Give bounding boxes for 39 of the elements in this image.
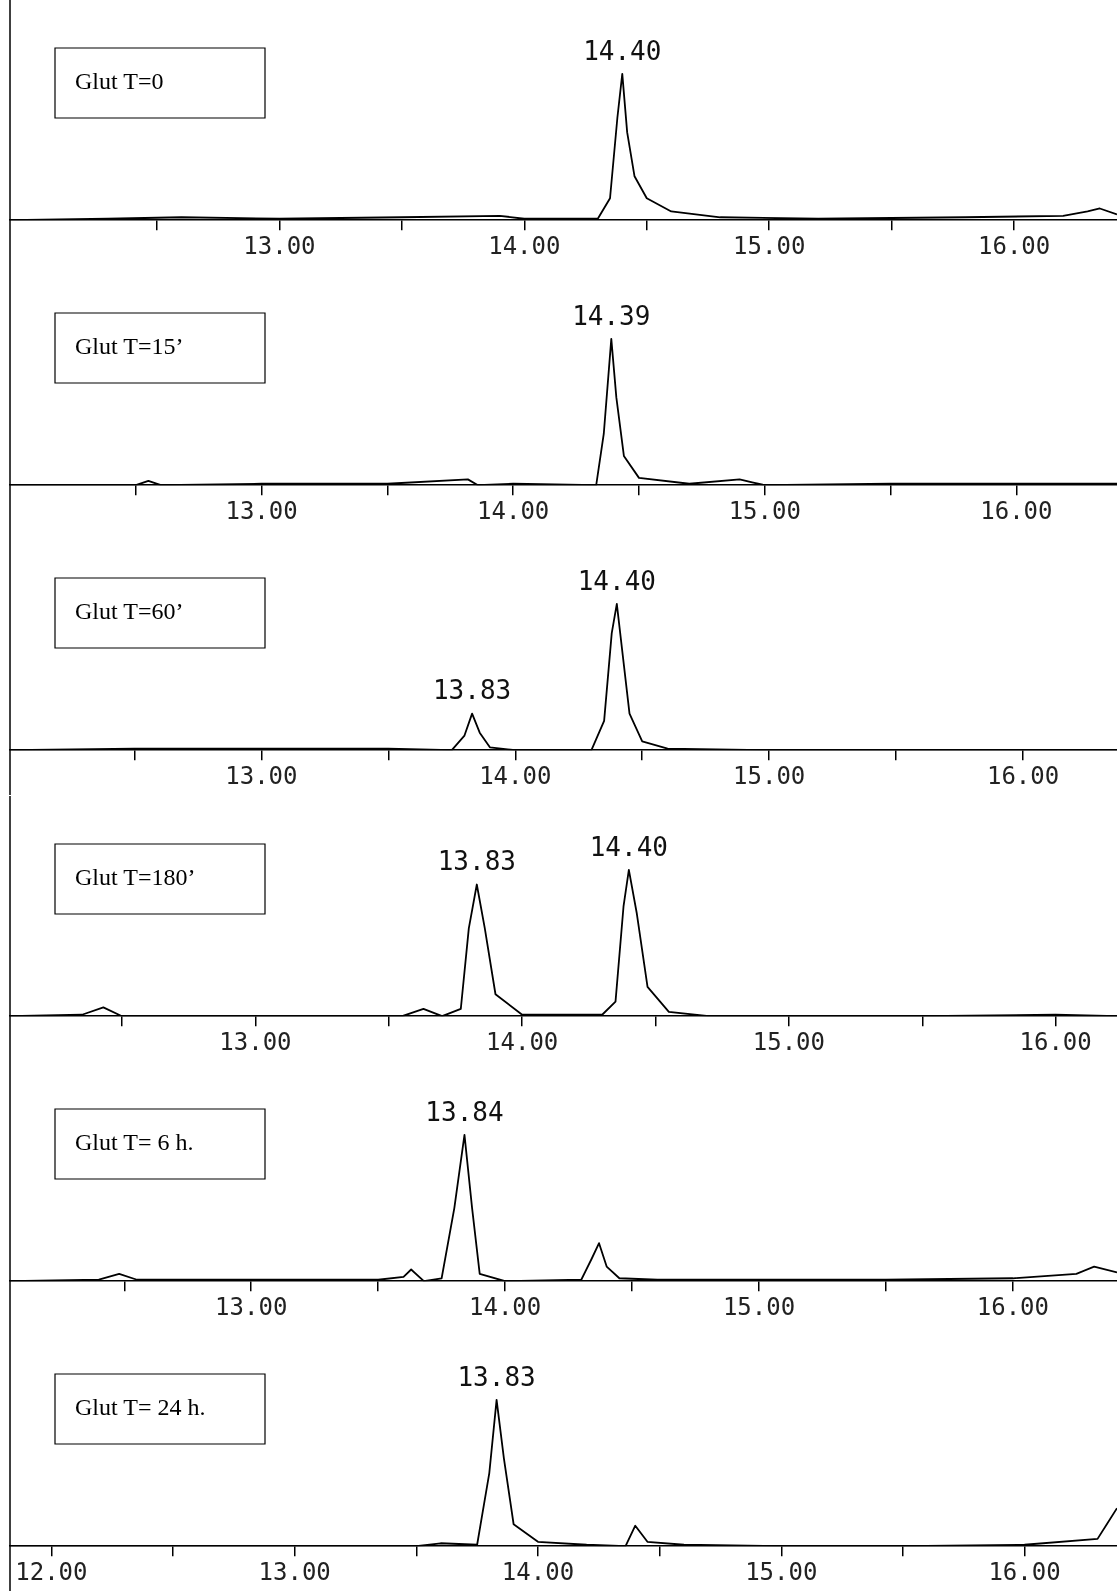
chart-title: Glut T=180’ [75, 863, 196, 890]
chart-title: Glut T=0 [75, 68, 164, 95]
x-tick-label: 13.00 [225, 496, 298, 525]
x-tick-label: 15.00 [733, 762, 806, 791]
x-tick-label: 16.00 [976, 1292, 1050, 1321]
chart-title: Glut T= 24 h. [75, 1394, 206, 1421]
annotation: 13.84 [425, 1096, 504, 1127]
x-tick-label: 15.00 [722, 1292, 796, 1321]
annotation: 14.40 [577, 565, 656, 596]
x-tick-label: 13.00 [215, 1292, 288, 1321]
chart-title: Glut T= 6 h. [75, 1128, 194, 1155]
x-tick-label: 14.00 [468, 1292, 542, 1321]
x-tick-label: 12.00 [15, 1557, 88, 1586]
x-tick-label: 13.00 [258, 1557, 331, 1586]
x-tick-label: 14.00 [477, 496, 550, 525]
x-tick-label: 15.00 [752, 1027, 826, 1056]
chart-title: Glut T=15’ [75, 333, 184, 360]
x-tick-label: 14.00 [479, 762, 552, 791]
chart-title: Glut T=60’ [75, 598, 184, 625]
x-tick-label: 14.00 [488, 231, 561, 260]
annotation: 13.83 [457, 1361, 536, 1392]
x-tick-label: 14.00 [486, 1027, 559, 1056]
x-tick-label: 13.00 [219, 1027, 292, 1056]
x-tick-label: 15.00 [745, 1557, 818, 1586]
annotation: 13.83 [432, 675, 512, 706]
x-tick-label: 16.00 [988, 1557, 1061, 1586]
annotation: 14.40 [583, 35, 662, 66]
x-tick-label: 14.00 [501, 1557, 575, 1586]
x-tick-label: 16.00 [1019, 1027, 1092, 1056]
annotation: 14.40 [589, 831, 668, 862]
x-tick-label: 16.00 [986, 762, 1060, 791]
x-tick-label: 13.00 [225, 762, 298, 791]
x-tick-label: 16.00 [980, 496, 1053, 525]
x-tick-label: 15.00 [728, 496, 801, 525]
x-tick-label: 13.00 [243, 231, 316, 260]
annotation: 13.83 [437, 845, 516, 876]
x-tick-label: 15.00 [733, 231, 806, 260]
x-tick-label: 16.00 [978, 231, 1051, 260]
annotation: 14.39 [572, 300, 651, 331]
